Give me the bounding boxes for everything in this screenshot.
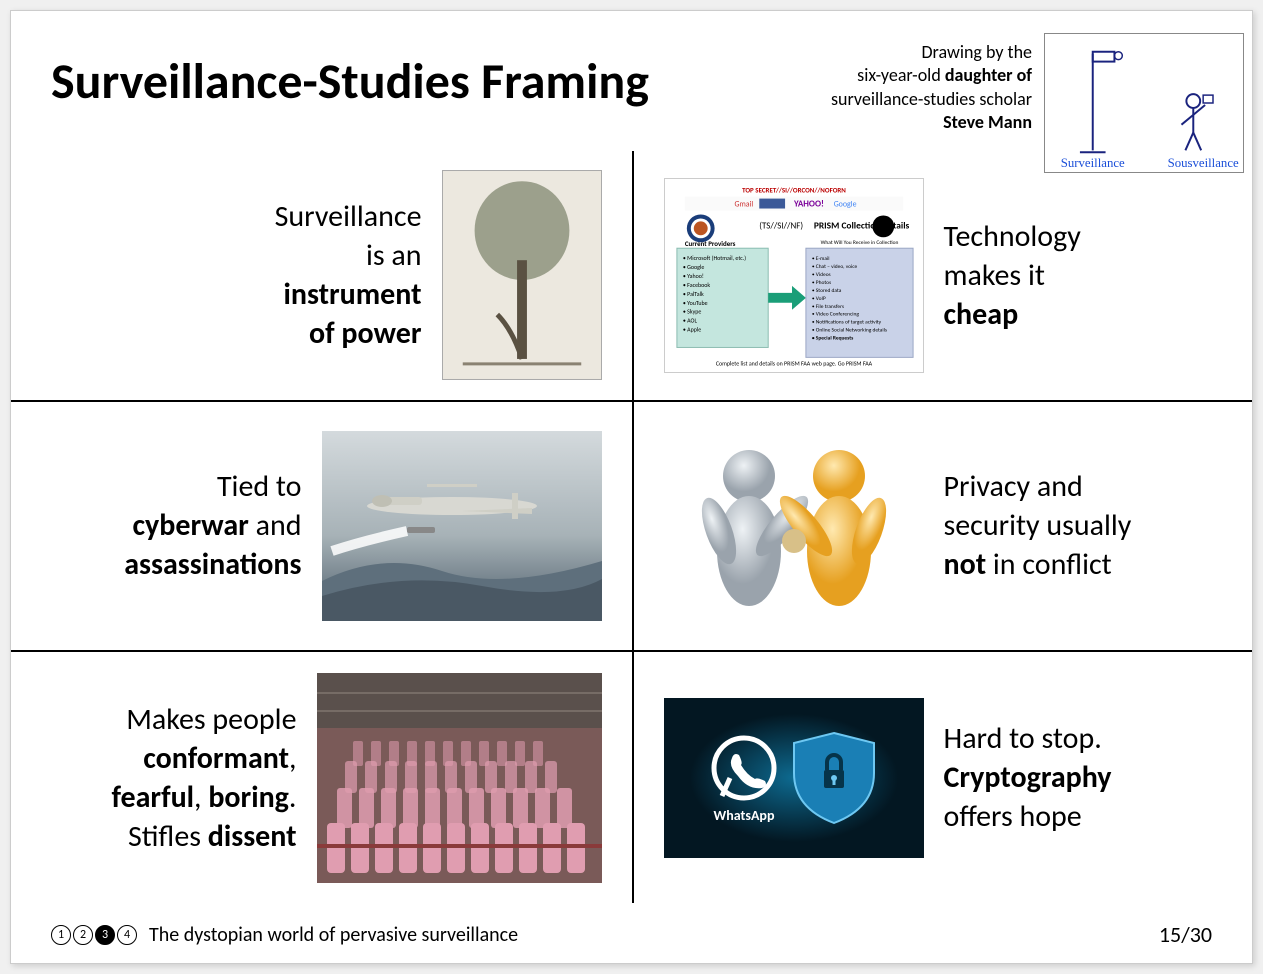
r2c2-bold: not xyxy=(944,546,987,583)
svg-text:Current Providers: Current Providers xyxy=(684,239,735,248)
svg-text:• Google: • Google xyxy=(682,263,703,271)
svg-text:• Special Requests: • Special Requests xyxy=(811,335,853,341)
whatsapp-label: WhatsApp xyxy=(713,807,774,824)
svg-text:• Facebook: • Facebook xyxy=(682,281,710,289)
caption-line1: Drawing by the xyxy=(921,41,1032,63)
svg-text:• Notifications of target acti: • Notifications of target activity xyxy=(811,319,881,325)
image-tree-engraving xyxy=(442,170,602,380)
image-crypto-whatsapp: WhatsApp xyxy=(664,698,924,858)
image-handshake-figures xyxy=(664,421,924,631)
cell-r1c1-text: Surveillanceis an instrumentof power xyxy=(275,197,422,353)
caption-line2b: daughter of xyxy=(945,64,1032,86)
svg-text:• File transfers: • File transfers xyxy=(811,304,843,310)
cell-r3c2: WhatsApp Hard to stop. Cryptography offe… xyxy=(632,652,1253,903)
svg-text:• Yahoo!: • Yahoo! xyxy=(682,272,703,280)
svg-text:• Video Conferencing: • Video Conferencing xyxy=(811,312,859,318)
cell-r2c1-text: Tied to cyberwar and assassinations xyxy=(124,467,301,584)
r3c1-mid1: , xyxy=(289,740,297,777)
svg-text:TOP SECRET//SI//ORCON//NOFORN: TOP SECRET//SI//ORCON//NOFORN xyxy=(742,185,846,194)
nav-dot-4[interactable]: 4 xyxy=(117,925,137,945)
svg-text:• Photos: • Photos xyxy=(811,280,830,286)
svg-text:• Skype: • Skype xyxy=(682,308,701,316)
r2c2-post: in conflict xyxy=(986,546,1112,583)
cell-r2c2-text: Privacy andsecurity usually not in confl… xyxy=(944,467,1132,584)
r3c1-bold3: boring xyxy=(208,779,289,816)
cell-r3c2-text: Hard to stop. Cryptography offers hope xyxy=(944,719,1112,836)
caption-line4: Steve Mann xyxy=(943,111,1032,133)
r1c1-bold: instrumentof power xyxy=(284,276,422,352)
drawing-caption: Drawing by the six-year-old daughter of … xyxy=(792,41,1032,135)
cell-r3c1-text: Makes people conformant, fearful, boring… xyxy=(112,700,297,856)
caption-line3: surveillance-studies scholar xyxy=(831,88,1032,110)
svg-text:Google: Google xyxy=(833,199,856,209)
r3c2-post: offers hope xyxy=(944,798,1082,835)
svg-text:Complete list and details on P: Complete list and details on PRISM FAA w… xyxy=(715,359,872,367)
caption-line2a: six-year-old xyxy=(857,64,945,86)
r3c1-bold2: fearful xyxy=(112,779,195,816)
r2c1-mid: and xyxy=(249,507,302,544)
image-prism-slide: TOP SECRET//SI//ORCON//NOFORN Gmail YAHO… xyxy=(664,178,924,373)
r3c1-pre: Makes people xyxy=(126,701,296,738)
svg-text:• E-mail: • E-mail xyxy=(811,256,829,262)
svg-text:Gmail: Gmail xyxy=(734,199,753,209)
cell-r1c1: Surveillanceis an instrumentof power xyxy=(11,151,632,402)
svg-text:• Chat – video, voice: • Chat – video, voice xyxy=(811,264,857,270)
svg-text:• PalTalk: • PalTalk xyxy=(682,290,703,298)
r2c1-pre: Tied to xyxy=(217,468,302,505)
r2c1-bold1: cyberwar xyxy=(133,507,249,544)
svg-text:YAHOO!: YAHOO! xyxy=(793,198,824,209)
r3c1-bold4: dissent xyxy=(208,818,297,855)
r1c1-pre: Surveillanceis an xyxy=(275,198,422,274)
footer: 1 2 3 4 The dystopian world of pervasive… xyxy=(51,921,1212,948)
section-title: The dystopian world of pervasive surveil… xyxy=(149,923,518,947)
svg-text:(TS//SI//NF): (TS//SI//NF) xyxy=(759,220,803,231)
section-nav-dots: 1 2 3 4 xyxy=(51,925,137,945)
cell-r1c2-text: Technologymakes it cheap xyxy=(944,217,1081,334)
svg-text:• YouTube: • YouTube xyxy=(682,299,707,307)
cell-r2c2: Privacy andsecurity usually not in confl… xyxy=(632,402,1253,653)
image-factory-workers xyxy=(317,673,602,883)
content-grid: Surveillanceis an instrumentof power TOP… xyxy=(11,151,1252,903)
svg-text:• Apple: • Apple xyxy=(682,325,700,333)
footer-left: 1 2 3 4 The dystopian world of pervasive… xyxy=(51,923,518,947)
svg-text:• AOL: • AOL xyxy=(682,316,697,324)
cell-r1c2: TOP SECRET//SI//ORCON//NOFORN Gmail YAHO… xyxy=(632,151,1253,402)
image-drone xyxy=(322,431,602,621)
r2c2-pre: Privacy andsecurity usually xyxy=(944,468,1132,544)
r3c1-bold1: conformant xyxy=(143,740,289,777)
r3c2-bold: Cryptography xyxy=(944,759,1112,796)
svg-text:• Videos: • Videos xyxy=(811,272,830,278)
svg-text:• Stored data: • Stored data xyxy=(811,288,841,294)
r1c2-pre: Technologymakes it xyxy=(944,218,1081,294)
slide-title: Surveillance-Studies Framing xyxy=(51,51,649,112)
svg-text:PRISM Collection Details: PRISM Collection Details xyxy=(813,219,909,231)
cell-r3c1: Makes people conformant, fearful, boring… xyxy=(11,652,632,903)
r1c2-bold: cheap xyxy=(944,296,1019,333)
r2c1-bold2: assassinations xyxy=(124,546,301,583)
nav-dot-1[interactable]: 1 xyxy=(51,925,71,945)
nav-dot-2[interactable]: 2 xyxy=(73,925,93,945)
nav-dot-3[interactable]: 3 xyxy=(95,925,115,945)
svg-text:• VoIP: • VoIP xyxy=(811,296,825,302)
r3c2-pre: Hard to stop. xyxy=(944,720,1102,757)
cell-r2c1: Tied to cyberwar and assassinations xyxy=(11,402,632,653)
svg-text:• Microsoft (Hotmail, etc.): • Microsoft (Hotmail, etc.) xyxy=(682,254,745,262)
slide: Surveillance-Studies Framing Drawing by … xyxy=(10,10,1253,964)
page-number: 15/30 xyxy=(1159,921,1212,948)
svg-text:What Will You Receive in Colle: What Will You Receive in Collection xyxy=(820,240,898,246)
svg-text:• Online Social Networking det: • Online Social Networking details xyxy=(811,327,886,333)
r3c1-mid2: , xyxy=(194,779,208,816)
